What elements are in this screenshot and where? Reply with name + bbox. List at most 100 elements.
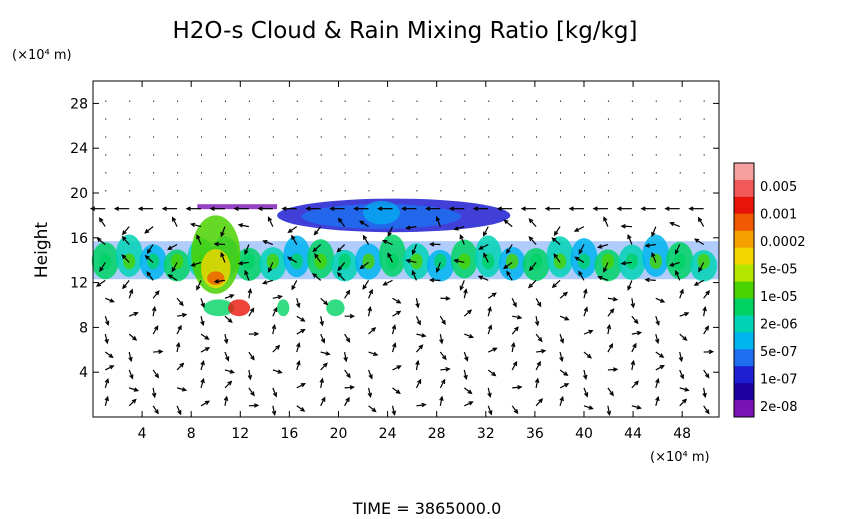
wind-arrowhead [220,231,225,238]
wind-arrowhead [478,245,484,250]
x-tick-label: 4 [138,426,147,442]
wind-vector [627,280,633,290]
wind-arrowhead [534,321,540,327]
wind-vector [559,383,569,389]
wind-vector [559,369,568,376]
wind-vector [104,316,109,325]
wind-vector [176,363,184,371]
wind-arrowhead [362,284,367,290]
wind-arrowhead [559,356,564,363]
wind-arrowhead [609,391,614,397]
wind-vector [459,235,465,245]
wind-arrowhead [177,324,182,331]
wind-vector [220,226,226,237]
wind-arrowhead [568,206,574,211]
wind-vectors [89,100,715,417]
wind-arrowhead [559,395,564,402]
wind-vector [200,316,204,326]
wind-arrowhead [674,269,680,276]
wind-vector [698,262,705,272]
wind-vector [583,369,587,379]
wind-arrowhead [104,395,109,402]
wind-vector [631,361,635,371]
wind-vector [679,312,689,317]
wind-vector [214,279,226,283]
wind-arrowhead [668,262,675,267]
wind-vector [224,351,229,361]
wind-arrowhead [291,285,296,291]
wind-arrowhead [592,206,598,211]
wind-vector [344,397,350,407]
wind-vector [406,226,417,229]
wind-arrowhead [654,338,660,345]
wind-vector [296,343,300,353]
x-tick-label: 32 [477,426,495,442]
wind-vector [172,217,178,227]
wind-vector [655,379,659,389]
wind-arrowhead [314,253,319,259]
wind-vector [344,333,350,343]
wind-arrowhead [651,251,656,258]
low-cloud-patch [326,299,345,317]
wind-arrowhead [487,324,493,330]
wind-vector [536,350,546,353]
wind-vector [362,235,370,245]
colorbar-label: 1e-05 [760,290,798,305]
y-tick-label: 20 [70,186,88,202]
wind-arrowhead [161,206,167,211]
x-tick-label: 40 [575,426,593,442]
wind-arrowhead [291,234,296,240]
wind-arrowhead [536,302,542,308]
cloud-core [673,253,686,270]
wind-arrowhead [651,231,656,238]
wind-arrowhead [636,405,642,410]
colorbar-frame [733,162,755,418]
wind-vector [603,217,609,227]
wind-arrowhead [609,308,615,314]
colorbar-swatch [734,298,754,316]
wind-arrowhead [644,277,650,283]
x-tick-label: 36 [526,426,544,442]
time-label: TIME = 3865000.0 [352,499,502,518]
wind-vector [368,369,373,379]
cloud-core [625,253,638,270]
wind-vector [146,271,154,281]
wind-vector [387,226,394,236]
wind-vector [487,347,497,353]
wind-arrowhead [464,356,469,362]
colorbar-label: 0.005 [760,180,797,195]
wind-vector [463,387,472,394]
wind-arrowhead [271,323,277,330]
wind-arrowhead [121,230,127,236]
wind-vector [512,386,522,389]
wind-vector [152,369,159,378]
colorbar-swatch [734,366,754,384]
wind-arrowhead [371,407,377,413]
wind-vector [122,279,130,289]
wind-vector [196,235,202,245]
wind-arrowhead [528,218,534,224]
wind-arrowhead [520,206,526,211]
wind-arrowhead [296,360,301,366]
wind-vector [478,275,489,281]
wind-arrowhead [313,230,319,236]
wind-vector [506,244,513,254]
wind-arrowhead [588,329,594,335]
wind-vector [288,226,298,233]
wind-arrowhead [659,298,666,303]
wind-vector [248,289,252,299]
y-axis-unit: (×10⁴ m) [12,48,72,63]
wind-arrowhead [682,398,688,404]
wind-arrowhead [417,378,422,384]
colorbar-label: 2e-06 [760,318,798,333]
wind-arrowhead [321,396,326,402]
wind-vector [535,378,539,388]
x-axis-unit: (×10⁴ m) [650,450,710,465]
wind-arrowhead [583,306,588,312]
wind-vector [415,379,422,389]
y-tick-label: 4 [79,365,88,381]
wind-arrowhead [233,206,239,211]
colorbar-swatch [734,383,754,401]
wind-vector [703,326,709,335]
wind-vector [511,361,518,371]
